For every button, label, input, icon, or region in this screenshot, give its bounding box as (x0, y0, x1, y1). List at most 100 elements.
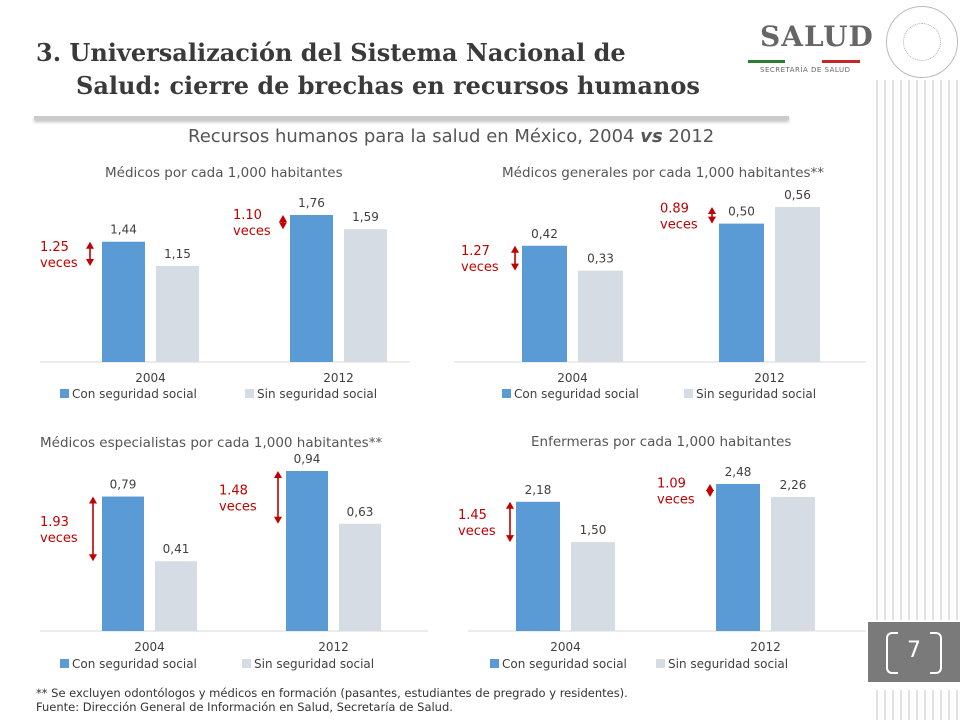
logo-wordmark: SALUD (760, 20, 874, 53)
legend-swatch (684, 389, 693, 398)
ratio-arrow-head-down (89, 554, 97, 562)
data-label: 0,63 (347, 505, 374, 519)
ratio-arrow-head-down (274, 516, 282, 524)
bar-con-2004 (102, 241, 145, 362)
ratio-arrow-head-down (506, 535, 514, 543)
data-label: 1,59 (352, 210, 379, 224)
ratio-value: 1.93 (40, 515, 69, 530)
ratio-value: 1.27 (461, 244, 490, 259)
data-label: 2,26 (780, 478, 807, 492)
bar-sin-2012 (339, 523, 381, 631)
left-bracket (886, 632, 898, 674)
legend-swatch (60, 659, 69, 668)
decorative-stripes (870, 80, 960, 620)
subtitle-vs: vs (640, 126, 663, 147)
ratio-value: 1.09 (657, 477, 686, 492)
footnote-exclusion: ** Se excluyen odontólogos y médicos en … (36, 686, 628, 700)
page-number-box: 7 (868, 622, 960, 682)
ratio-unit: veces (40, 256, 78, 271)
bar-con-2012 (719, 223, 764, 362)
footnote-source: Fuente: Dirección General de Información… (36, 700, 453, 714)
chart-title: Médicos por cada 1,000 habitantes (105, 165, 343, 181)
title-divider (34, 116, 789, 120)
slide-title: 3. Universalización del Sistema Nacional… (36, 36, 700, 102)
data-label: 1,76 (298, 196, 325, 210)
category-label: 2004 (135, 371, 166, 385)
category-label: 2012 (750, 640, 781, 654)
legend-label: Con seguridad social (502, 657, 627, 671)
decorative-stripes-bottom (870, 690, 960, 720)
bar-sin-2004 (156, 265, 199, 362)
bar-sin-2004 (571, 542, 615, 631)
bar-sin-2012 (775, 207, 820, 362)
legend-swatch (245, 389, 254, 398)
data-label: 0,94 (294, 452, 321, 466)
ratio-value: 0.89 (660, 201, 689, 216)
ratio-unit: veces (233, 224, 271, 239)
data-label: 2,48 (725, 465, 752, 479)
legend-label: Sin seguridad social (257, 387, 377, 401)
bar-sin-2012 (344, 229, 387, 362)
logo-flag-bars (748, 60, 860, 63)
bar-con-2012 (286, 471, 328, 631)
legend-label: Con seguridad social (514, 387, 639, 401)
data-label: 2,18 (525, 483, 552, 497)
data-label: 0,42 (531, 227, 558, 241)
ratio-arrow-head-down (511, 263, 519, 271)
ratio-arrow-head-up (86, 241, 94, 249)
legend-swatch (502, 389, 511, 398)
legend-swatch (490, 659, 499, 668)
ratio-unit: veces (219, 499, 257, 514)
slide-title-line1: 3. Universalización del Sistema Nacional… (36, 38, 626, 67)
ratio-unit: veces (657, 493, 695, 508)
bar-con-2012 (716, 484, 760, 631)
bar-con-2004 (522, 245, 567, 362)
national-seal-icon (886, 6, 958, 78)
chart-title: Médicos generales por cada 1,000 habitan… (502, 165, 824, 181)
category-label: 2004 (134, 640, 165, 654)
data-label: 0,41 (163, 542, 190, 556)
ratio-value: 1.25 (40, 240, 69, 255)
ratio-arrow-head-down (279, 222, 287, 230)
legend-label: Sin seguridad social (668, 657, 788, 671)
legend-swatch (242, 659, 251, 668)
legend-swatch (656, 659, 665, 668)
data-label: 0,33 (587, 252, 614, 266)
category-label: 2012 (323, 371, 354, 385)
category-label: 2004 (557, 371, 588, 385)
chart-title: Enfermeras por cada 1,000 habitantes (531, 434, 791, 450)
ratio-arrow-head-up (708, 207, 716, 214)
ratio-unit: veces (660, 217, 698, 232)
data-label: 0,56 (784, 188, 811, 202)
slide-subtitle: Recursos humanos para la salud en México… (188, 126, 714, 147)
bar-sin-2004 (155, 561, 197, 631)
data-label: 0,50 (728, 205, 755, 219)
salud-logo: SALUD SECRETARÍA DE SALUD (746, 14, 873, 76)
ratio-unit: veces (40, 531, 78, 546)
footnote: ** Se excluyen odontólogos y médicos en … (36, 686, 628, 714)
subtitle-post: 2012 (662, 126, 715, 147)
ratio-value: 1.45 (458, 508, 487, 523)
bar-sin-2012 (771, 497, 815, 631)
bar-con-2004 (102, 496, 144, 631)
legend-label: Sin seguridad social (696, 387, 816, 401)
data-label: 0,79 (110, 478, 137, 492)
logo-subtitle: SECRETARÍA DE SALUD (760, 66, 851, 74)
legend-swatch (60, 389, 69, 398)
chart-title: Médicos especialistas por cada 1,000 hab… (40, 435, 382, 451)
ratio-arrow-head-down (706, 490, 714, 498)
bar-sin-2004 (578, 270, 623, 362)
page-number: 7 (907, 638, 921, 663)
legend-label: Con seguridad social (72, 657, 197, 671)
bar-con-2012 (290, 215, 333, 362)
ratio-value: 1.10 (233, 208, 262, 223)
data-label: 1,15 (164, 247, 191, 261)
category-label: 2004 (550, 640, 581, 654)
ratio-arrow-head-up (506, 501, 514, 509)
right-bracket (930, 632, 942, 674)
bar-con-2004 (516, 501, 560, 631)
ratio-unit: veces (461, 260, 499, 275)
ratio-value: 1.48 (219, 483, 248, 498)
data-label: 1,44 (110, 223, 137, 237)
